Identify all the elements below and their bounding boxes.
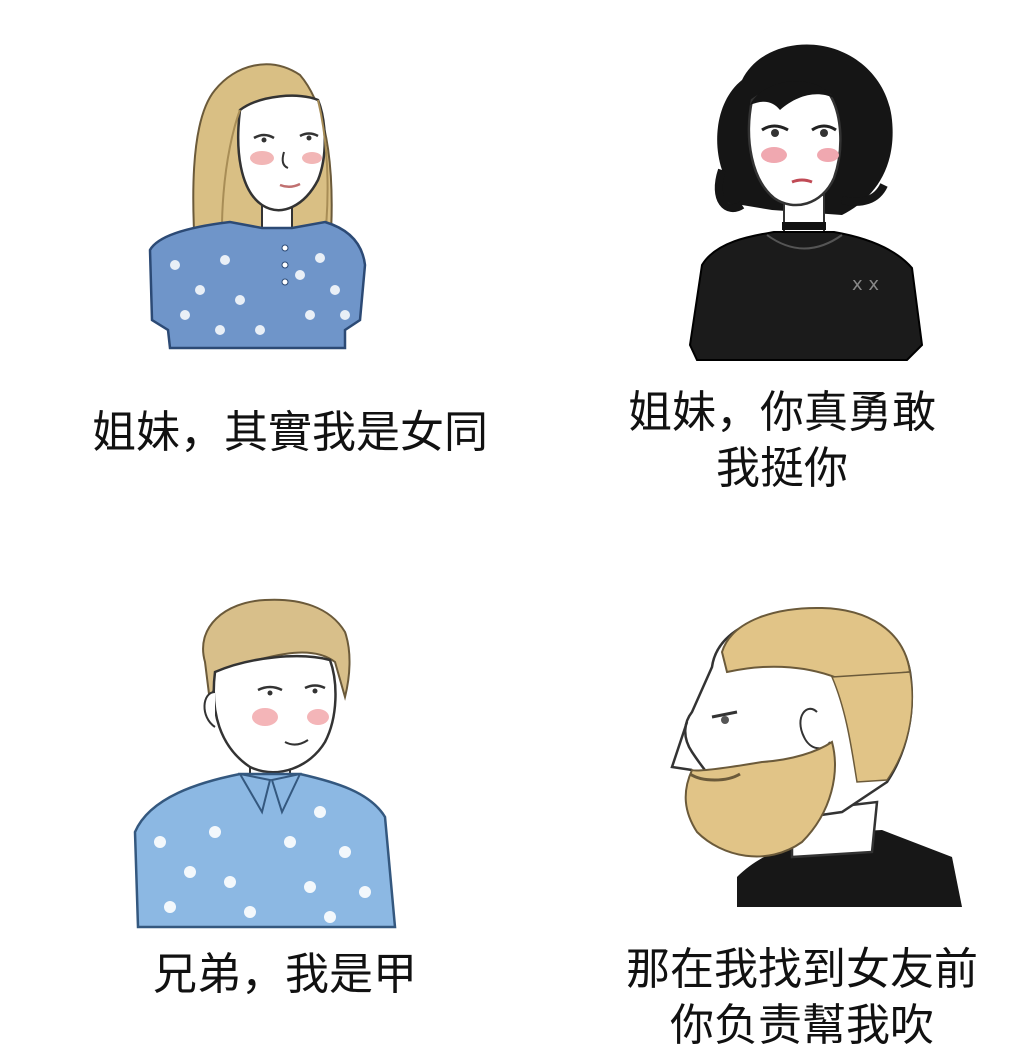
caption-line-1: 姐妹，你真勇敢 — [628, 387, 936, 438]
panel-bottom-right: 那在我找到女友前 你负责幫我吹 — [512, 512, 1024, 1051]
caption-line-1: 那在我找到女友前 — [626, 944, 978, 995]
goth-girl-black-shirt-illustration: x x — [688, 44, 924, 361]
panel-bottom-left: 兄弟，我是甲 — [0, 512, 512, 1024]
caption-line-2: 你负责幫我吹 — [670, 1000, 934, 1051]
caption-bottom-right: 那在我找到女友前 你负责幫我吹 — [582, 942, 1022, 1054]
panel-top-left: 姐妹，其實我是女同 — [0, 0, 512, 512]
bearded-chad-profile-illustration — [670, 606, 962, 907]
caption-line-2: 我挺你 — [716, 443, 848, 494]
caption-line-1: 姐妹，其實我是女同 — [92, 407, 488, 458]
caption-line-1: 兄弟，我是甲 — [153, 949, 417, 1000]
svg-text:x x: x x — [852, 274, 879, 295]
caption-top-right: 姐妹，你真勇敢 我挺你 — [572, 385, 992, 497]
caption-top-left: 姐妹，其實我是女同 — [0, 405, 580, 461]
caption-bottom-left: 兄弟，我是甲 — [0, 947, 570, 1003]
panel-top-right: x x 姐妹，你真勇敢 我挺你 — [512, 0, 1024, 512]
blonde-girl-floral-blouse-illustration — [148, 63, 367, 350]
blond-boy-floral-shirt-illustration — [133, 598, 397, 929]
